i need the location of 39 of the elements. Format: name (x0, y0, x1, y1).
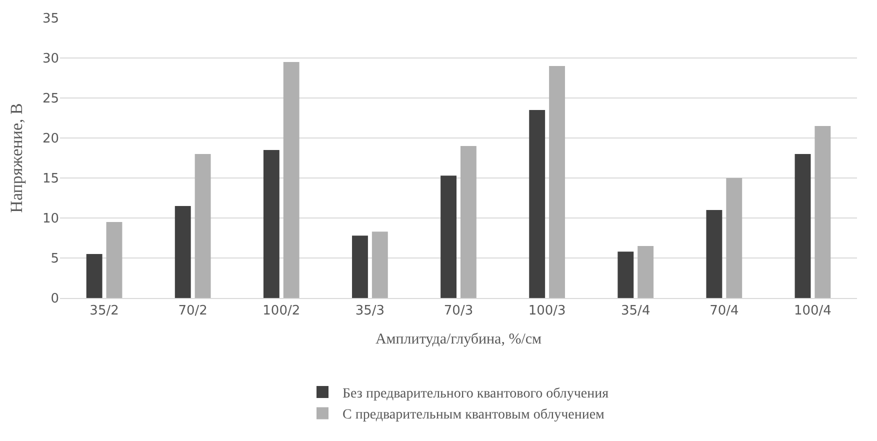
bar (372, 232, 388, 298)
y-tick-label: 5 (50, 252, 59, 267)
x-tick-label: 35/4 (621, 304, 650, 319)
y-tick-label: 10 (42, 212, 59, 227)
bar (283, 62, 300, 298)
y-axis-title: Напряжение, В (7, 103, 26, 213)
bar (352, 236, 368, 298)
x-tick-label: 100/3 (528, 304, 566, 319)
x-tick-label: 100/4 (794, 304, 832, 319)
x-tick-label: 35/2 (90, 304, 119, 319)
bar (549, 66, 565, 298)
bar (706, 210, 722, 298)
bar (638, 246, 654, 298)
bar (529, 110, 546, 298)
x-tick-label: 35/3 (355, 304, 385, 319)
bar (263, 150, 280, 298)
x-tick-label: 70/4 (710, 304, 739, 319)
y-tick-label: 15 (42, 172, 59, 187)
y-tick-label: 30 (42, 52, 59, 67)
legend-label: С предварительным квантовым облучением (342, 408, 605, 423)
bar (618, 252, 634, 298)
y-tick-label: 20 (42, 132, 59, 147)
y-tick-label: 25 (42, 92, 59, 107)
x-tick-label: 100/2 (262, 304, 300, 319)
legend-label: Без предварительного квантового облучения (342, 386, 610, 402)
bar (726, 178, 742, 298)
bar (194, 154, 211, 298)
bar (174, 206, 191, 298)
bar (440, 176, 457, 298)
bar (106, 222, 122, 298)
y-tick-label: 0 (50, 292, 59, 307)
bar (794, 154, 811, 298)
y-tick-label: 35 (42, 12, 59, 27)
bar (86, 254, 102, 298)
x-axis-title: Амплитуда/глубина, %/см (375, 332, 542, 348)
bar (460, 146, 476, 298)
bar (814, 126, 831, 298)
x-tick-label: 70/2 (178, 304, 208, 319)
x-tick-label: 70/3 (444, 304, 474, 319)
